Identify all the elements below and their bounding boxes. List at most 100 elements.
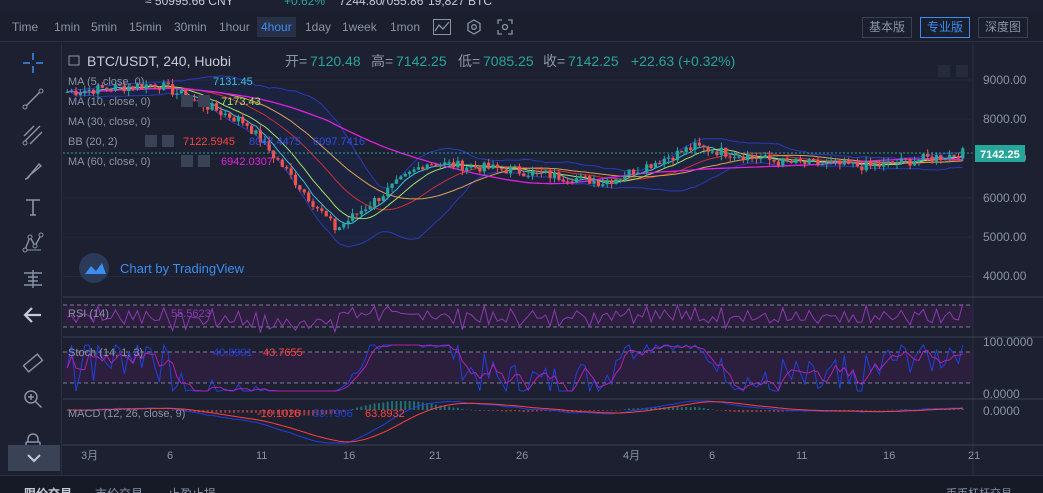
macd-bar bbox=[786, 410, 789, 412]
macd-bar bbox=[852, 410, 855, 411]
candle-body bbox=[412, 169, 416, 172]
interval-1week[interactable]: 1week bbox=[342, 20, 377, 34]
indicator-ma60[interactable]: MA (60, close, 0) 6942.0307 bbox=[68, 155, 273, 168]
candle-body bbox=[144, 84, 148, 89]
macd-bar bbox=[685, 406, 688, 410]
candle-body bbox=[65, 91, 69, 93]
candle-body bbox=[653, 163, 658, 169]
macd-bar bbox=[434, 404, 437, 410]
macd-label[interactable]: MACD (12, 26, close, 9) bbox=[68, 408, 185, 420]
macd-bar bbox=[382, 402, 385, 410]
price-tick-5000: 5000.00 bbox=[983, 230, 1027, 244]
tradingview-logo-icon bbox=[79, 253, 109, 283]
interval-1hour[interactable]: 1hour bbox=[219, 20, 250, 34]
scale-auto-button[interactable] bbox=[938, 65, 950, 77]
trendline-icon[interactable] bbox=[17, 83, 49, 115]
settings-icon[interactable] bbox=[181, 95, 193, 107]
crosshair-icon[interactable] bbox=[17, 47, 49, 79]
stoch-label[interactable]: Stoch (14, 1, 3) bbox=[68, 347, 143, 359]
candle-body bbox=[618, 178, 622, 180]
candle-body bbox=[254, 130, 258, 134]
close-icon[interactable] bbox=[198, 95, 210, 107]
scale-log-button[interactable] bbox=[956, 65, 968, 77]
text-icon[interactable] bbox=[17, 191, 49, 223]
chevron-down-icon bbox=[27, 454, 41, 463]
high-value: 7142.25 bbox=[396, 53, 447, 69]
zoom-icon[interactable] bbox=[17, 383, 49, 415]
macd-bar bbox=[733, 410, 736, 412]
close-icon[interactable] bbox=[198, 155, 210, 167]
macd-bar bbox=[294, 410, 297, 416]
interval-5min[interactable]: 5min bbox=[91, 20, 118, 34]
interval-15min[interactable]: 15min bbox=[129, 20, 162, 34]
legend-collapse-icon[interactable] bbox=[68, 55, 80, 66]
candle-body bbox=[482, 162, 486, 172]
price-chart[interactable]: 9000.00 8000.00 7000.00 6000.00 5000.00 … bbox=[63, 43, 1043, 475]
candle-body bbox=[429, 164, 434, 166]
candle-body bbox=[513, 166, 517, 168]
candle-body bbox=[645, 164, 649, 173]
candle-body bbox=[605, 181, 609, 185]
settings-icon[interactable] bbox=[145, 135, 157, 147]
candle-body bbox=[421, 167, 425, 170]
macd-bar bbox=[241, 410, 244, 413]
interval-1min[interactable]: 1min bbox=[54, 20, 81, 34]
back-arrow-icon[interactable] bbox=[17, 299, 49, 331]
candle-body bbox=[816, 159, 820, 165]
macd-bar bbox=[404, 401, 407, 410]
fib-icon[interactable] bbox=[17, 119, 49, 151]
candle-body bbox=[746, 155, 750, 161]
candle-body bbox=[162, 82, 166, 90]
macd-bar bbox=[601, 410, 604, 412]
macd-bar bbox=[399, 401, 402, 410]
mode-basic[interactable]: 基本版 bbox=[862, 17, 913, 38]
tab-limit-order[interactable]: 限价交易 bbox=[24, 485, 72, 493]
indicator-value: 7122.5945 bbox=[183, 136, 235, 148]
interval-1mon[interactable]: 1mon bbox=[390, 20, 421, 34]
macd-bar bbox=[636, 408, 639, 410]
rsi-line bbox=[67, 303, 964, 334]
candle-body bbox=[904, 158, 908, 160]
candle-body bbox=[961, 148, 965, 159]
candle-body bbox=[355, 213, 359, 215]
indicators-icon[interactable] bbox=[430, 15, 454, 39]
pattern-icon[interactable] bbox=[17, 227, 49, 259]
margin-trading-link[interactable]: 币币杠杆交易 bbox=[946, 485, 1012, 493]
interval-1day[interactable]: 1day bbox=[305, 20, 332, 34]
indicator-bb[interactable]: BB (20, 2) 7122.5945 8047.4475 6097.7416 bbox=[68, 135, 365, 148]
settings-icon[interactable] bbox=[462, 15, 486, 39]
indicator-ma30[interactable]: MA (30, close, 0) bbox=[68, 116, 151, 128]
indicator-ma10[interactable]: MA (10, close, 0) 7173.43 bbox=[68, 95, 261, 108]
settings-icon[interactable] bbox=[181, 155, 193, 167]
chart-area[interactable]: 9000.00 8000.00 7000.00 6000.00 5000.00 … bbox=[63, 43, 1043, 475]
close-icon[interactable] bbox=[162, 135, 174, 147]
candle-body bbox=[267, 141, 271, 151]
candle-body bbox=[917, 159, 921, 162]
indicator-ma5[interactable]: MA (5, close, 0) 7131.45 bbox=[68, 76, 253, 88]
mode-pro[interactable]: 专业版 bbox=[920, 17, 971, 38]
mode-depth[interactable]: 深度图 bbox=[978, 17, 1029, 38]
candle-body bbox=[886, 161, 890, 163]
macd-bar bbox=[430, 403, 433, 410]
brush-icon[interactable] bbox=[17, 155, 49, 187]
macd-bar bbox=[180, 410, 183, 411]
collapse-toolbar-button[interactable] bbox=[8, 445, 60, 471]
ruler-icon[interactable] bbox=[17, 347, 49, 379]
interval-4hour[interactable]: 4hour bbox=[257, 17, 296, 37]
macd-bar bbox=[505, 410, 508, 412]
interval-30min[interactable]: 30min bbox=[174, 20, 207, 34]
macd-bar bbox=[676, 407, 679, 410]
measure-icon[interactable] bbox=[17, 263, 49, 295]
ma60-line bbox=[67, 87, 963, 185]
screenshot-icon[interactable] bbox=[493, 15, 517, 39]
tradingview-watermark: Chart by TradingView bbox=[79, 253, 245, 283]
macd-bar bbox=[509, 410, 512, 412]
candle-body bbox=[689, 147, 693, 150]
tab-stop-order[interactable]: 止盈止损 bbox=[168, 485, 216, 493]
candle-body bbox=[192, 99, 197, 101]
macd-bar bbox=[360, 406, 363, 410]
macd-bar bbox=[667, 407, 670, 410]
tab-market-order[interactable]: 市价交易 bbox=[95, 485, 143, 493]
rsi-label[interactable]: RSI (14) bbox=[68, 308, 109, 320]
interval-time[interactable]: Time bbox=[12, 20, 39, 34]
